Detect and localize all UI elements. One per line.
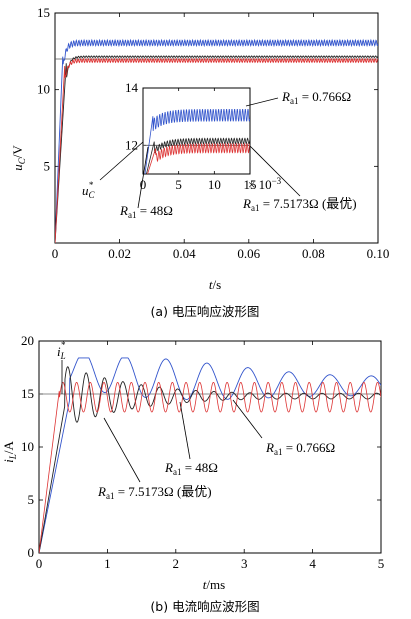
caption-b: (b) 电流响应波形图: [150, 599, 259, 614]
plot-b-xtick-label: 1: [104, 556, 111, 571]
annot-b-0766: Ra1 = 0.766Ω: [265, 440, 335, 457]
inset-xtick-label: 0: [140, 177, 147, 192]
plot-b-ytick-label: 15: [21, 386, 34, 401]
annot-a-optimal: Ra1 = 7.5173Ω (最优): [242, 196, 357, 213]
annot-a-0766: Ra1 = 0.766Ω: [281, 89, 351, 106]
inset-series-2: [147, 142, 250, 174]
inset-ytick-label: 12: [125, 137, 138, 152]
plot-a-xlabel: t/s: [209, 277, 221, 292]
inset-frame: [142, 87, 251, 175]
plot-b-xlabel: t/ms: [203, 577, 225, 592]
plot-a-xtick-label: 0.04: [173, 246, 196, 261]
inset-xscale: × 10−3: [248, 176, 282, 192]
inset-series-0: [144, 109, 250, 174]
plot-b: 0 1 2 3 4 5 0 5 10 15 20 iL/A t/ms iL* Ra1 = 0.766…: [1, 333, 384, 592]
plot-a-series-1: [55, 55, 378, 243]
plot-b-xtick-label: 2: [173, 556, 180, 571]
plot-a-xtick-label: 0.06: [237, 246, 260, 261]
annot-a-48: Ra1 = 48Ω: [119, 203, 173, 220]
plot-b-ytick-label: 10: [21, 439, 34, 454]
annot-a-line-ref: [99, 141, 144, 181]
plot-b-xtick-label: 0: [36, 556, 43, 571]
plot-b-ylabel: iL/A: [1, 441, 18, 463]
plot-a-xtick-label: 0.02: [108, 246, 131, 261]
annot-a-ref: uC*: [82, 180, 96, 200]
plot-a-series-2: [55, 57, 378, 243]
plot-a-series-0: [55, 38, 378, 243]
plot-b-series-0: [39, 357, 381, 553]
plot-b-ytick-label: 0: [28, 545, 35, 560]
annot-b-line-0766: [232, 399, 263, 439]
annot-a-line-0766: [245, 97, 279, 107]
annot-b-ref: iL*: [57, 340, 66, 361]
annot-a-line-48: [137, 146, 149, 209]
annot-b-48: Ra1 = 48Ω: [164, 460, 218, 477]
plot-b-ytick-label: 20: [21, 333, 34, 348]
inset-ytick-label: 14: [125, 80, 139, 95]
annot-b-line-optimal: [103, 417, 141, 483]
inset-series-1: [146, 137, 250, 174]
plot-a-ylabel: uC/V: [10, 145, 27, 171]
inset-xtick-label: 15: [244, 177, 257, 192]
plot-b-xtick-label: 4: [309, 556, 316, 571]
plot-a-ytick-label: 10: [37, 82, 50, 97]
plot-a-xtick-label: 0.08: [302, 246, 325, 261]
inset-xtick-label: 5: [175, 177, 182, 192]
plot-a-ytick-label: 5: [44, 158, 51, 173]
plot-a: 0 0.02 0.04 0.06 0.08 0.10 5 10 15 uC/V t/s 0 5 10…: [10, 5, 389, 292]
plot-a-xtick-label: 0.10: [367, 246, 390, 261]
annot-a-line-optimal: [249, 145, 301, 197]
plot-a-xtick-label: 0: [52, 246, 59, 261]
plot-b-series-2: [39, 381, 381, 553]
annot-b-optimal: Ra1 = 7.5173Ω (最优): [97, 484, 212, 501]
annot-b-line-48: [179, 401, 191, 460]
plot-b-xtick-label: 5: [378, 556, 385, 571]
plot-b-ytick-label: 5: [28, 492, 35, 507]
inset-xtick-label: 10: [208, 177, 221, 192]
plot-a-ytick-label: 15: [37, 5, 50, 20]
caption-a: (a) 电压响应波形图: [151, 304, 260, 319]
plot-b-xtick-label: 3: [241, 556, 248, 571]
